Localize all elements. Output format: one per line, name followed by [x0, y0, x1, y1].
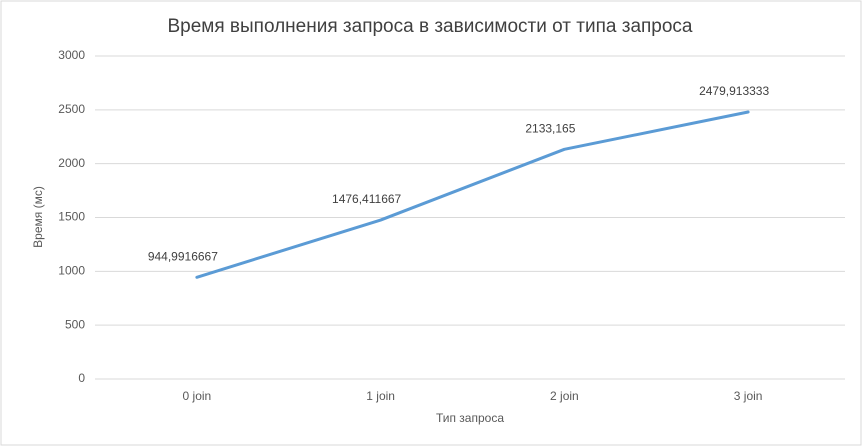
data-label: 944,9916667	[148, 249, 218, 263]
data-label: 1476,411667	[332, 192, 402, 206]
data-label: 2133,165	[525, 122, 575, 136]
y-tick-label: 2500	[58, 102, 85, 116]
y-axis-title: Время (мс)	[31, 186, 45, 248]
y-tick-label: 2000	[58, 156, 85, 170]
x-tick-label: 3 join	[734, 389, 763, 403]
data-line	[195, 110, 750, 279]
y-tick-label: 500	[65, 317, 85, 331]
data-label: 2479,913333	[699, 84, 769, 98]
x-tick-label: 2 join	[550, 389, 579, 403]
y-tick-label: 3000	[58, 48, 85, 62]
x-axis-title: Тип запроса	[436, 411, 504, 425]
y-tick-label: 1500	[58, 210, 85, 224]
y-tick-label: 1000	[58, 264, 85, 278]
x-tick-label: 1 join	[366, 389, 395, 403]
y-tick-label: 0	[78, 371, 85, 385]
chart-title: Время выполнения запроса в зависимости о…	[167, 16, 692, 37]
x-tick-label: 0 join	[183, 389, 212, 403]
